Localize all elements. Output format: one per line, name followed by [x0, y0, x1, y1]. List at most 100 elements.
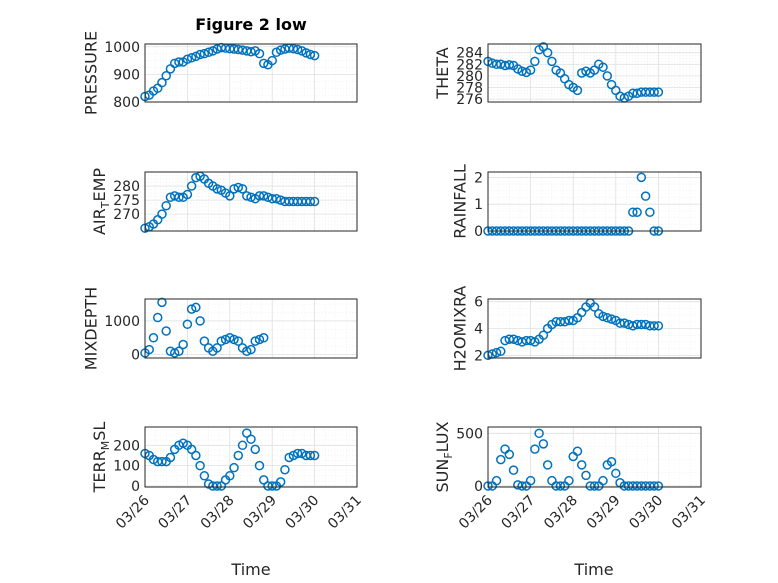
- y-tick-label: 278: [456, 81, 483, 97]
- data-point: [161, 326, 171, 336]
- data-point: [212, 481, 222, 491]
- data-point: [508, 465, 519, 475]
- data-point: [258, 191, 269, 201]
- y-axis-label: RAINFALL: [450, 164, 469, 239]
- minor-grid: [488, 427, 701, 487]
- data-point: [161, 71, 171, 81]
- y-tick-label: 1000: [104, 314, 140, 330]
- data-point: [258, 58, 269, 69]
- axes-frame: [487, 298, 702, 359]
- data-point: [267, 481, 277, 491]
- y-tick-label: 1000: [104, 40, 140, 56]
- data-point: [508, 334, 519, 344]
- minor-grid: [488, 44, 701, 102]
- data-point: [161, 200, 171, 211]
- data-point: [225, 471, 235, 481]
- data-point: [246, 46, 256, 57]
- data-point: [611, 468, 621, 479]
- data-points: [140, 42, 320, 102]
- data-point: [250, 444, 260, 455]
- data-point: [186, 53, 197, 63]
- axes-frame: [487, 426, 702, 488]
- data-point: [504, 60, 515, 70]
- x-axis-label: Time: [573, 560, 613, 579]
- subplot-h2omixra: 2 4 6 H2OMIXRA: [450, 286, 702, 371]
- y-tick-labels: 0 1 2: [474, 170, 483, 240]
- data-point: [581, 470, 591, 481]
- data-point: [254, 460, 265, 471]
- data-point: [619, 318, 630, 328]
- data-point: [632, 207, 642, 217]
- data-point: [169, 348, 180, 358]
- data-point: [254, 48, 265, 59]
- data-point: [572, 446, 583, 456]
- data-point: [157, 77, 167, 88]
- data-point: [598, 62, 608, 72]
- data-point: [305, 196, 316, 207]
- data-point: [649, 87, 659, 97]
- y-axis-label: AIRTEMP: [90, 168, 112, 235]
- data-point: [547, 56, 557, 67]
- data-point: [157, 297, 167, 308]
- minor-grid: [145, 299, 357, 358]
- data-point: [309, 50, 320, 61]
- data-point: [233, 450, 244, 461]
- data-point: [628, 207, 638, 217]
- data-point: [237, 440, 248, 451]
- data-point: [212, 184, 222, 194]
- data-points: [483, 428, 664, 491]
- data-point: [606, 456, 617, 467]
- data-point: [525, 65, 536, 75]
- data-point: [191, 302, 201, 313]
- data-point: [653, 481, 664, 491]
- axes-frame: [144, 426, 358, 488]
- minor-grid: [145, 427, 357, 487]
- data-point: [496, 454, 506, 465]
- data-point: [178, 339, 188, 350]
- y-tick-label: 800: [113, 95, 140, 111]
- data-point: [182, 189, 193, 200]
- data-point: [186, 181, 197, 191]
- data-point: [237, 184, 248, 194]
- y-tick-labels: 800 900 1000: [104, 40, 140, 111]
- data-point: [152, 312, 163, 323]
- data-point: [292, 448, 303, 459]
- y-tick-label: 0: [131, 348, 140, 364]
- axes-frame: [487, 43, 702, 103]
- data-point: [225, 191, 235, 201]
- y-tick-label: 2: [474, 348, 483, 364]
- data-point: [525, 475, 536, 486]
- minor-grid: [488, 172, 701, 231]
- data-points: [483, 298, 664, 361]
- data-point: [174, 57, 184, 67]
- data-point: [275, 477, 286, 487]
- data-point: [517, 481, 527, 491]
- y-tick-labels: 2 4 6: [474, 295, 483, 365]
- y-tick-label: 900: [113, 67, 140, 83]
- y-tick-label: 0: [131, 479, 140, 495]
- data-point: [186, 304, 197, 314]
- y-axis-label: SUNFLUX: [433, 421, 455, 492]
- data-point: [275, 45, 286, 55]
- data-point: [589, 302, 600, 312]
- data-point: [534, 428, 544, 439]
- data-point: [491, 475, 502, 486]
- y-tick-label: 2: [474, 170, 483, 186]
- data-point: [199, 48, 210, 59]
- data-point: [246, 344, 256, 355]
- y-tick-label: 100: [113, 459, 140, 475]
- axes-frame: [487, 171, 702, 232]
- data-point: [309, 450, 320, 461]
- y-tick-label: 4: [474, 322, 483, 338]
- data-points: [140, 428, 320, 491]
- data-point: [602, 71, 613, 81]
- y-tick-label: 275: [113, 193, 140, 209]
- y-tick-labels: 0 1000: [104, 314, 140, 364]
- data-point: [229, 334, 239, 345]
- data-point: [233, 336, 244, 346]
- y-axis-label: MIXDEPTH: [82, 287, 101, 370]
